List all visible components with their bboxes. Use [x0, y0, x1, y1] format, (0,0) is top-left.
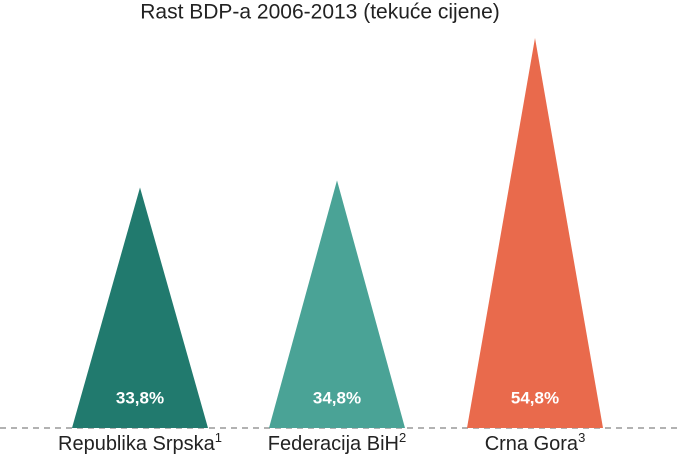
category-label: Crna Gora3	[485, 430, 586, 455]
category-name: Crna Gora	[485, 433, 579, 455]
triangle-bar	[269, 180, 405, 428]
chart-title: Rast BDP-a 2006-2013 (tekuće cijene)	[140, 1, 500, 24]
value-label: 34,8%	[313, 388, 361, 407]
triangle-bar	[467, 38, 603, 428]
category-name: Republika Srpska	[58, 433, 216, 455]
value-label: 54,8%	[511, 388, 559, 407]
triangle-bar	[72, 187, 208, 428]
category-label: Federacija BiH2	[268, 430, 406, 455]
value-label: 33,8%	[116, 388, 164, 407]
category-name: Federacija BiH	[268, 433, 399, 455]
footnote-mark: 1	[215, 430, 222, 445]
category-label: Republika Srpska1	[58, 430, 222, 455]
footnote-mark: 2	[399, 430, 406, 445]
footnote-mark: 3	[578, 430, 585, 445]
